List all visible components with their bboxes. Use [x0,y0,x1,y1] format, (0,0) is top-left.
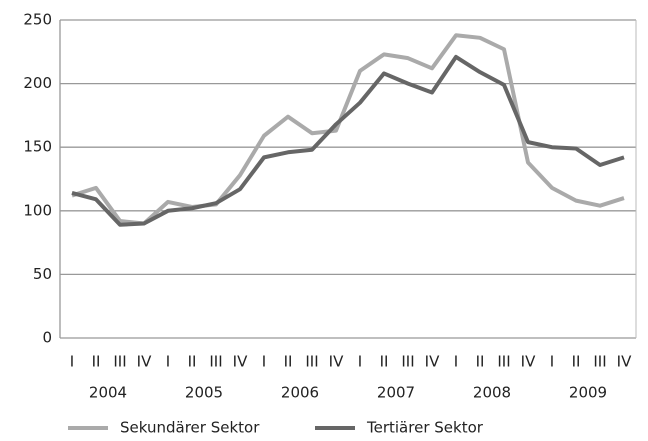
y-tick-label: 0 [42,329,52,347]
x-tick-label: IV [617,353,632,371]
x-tick-label: III [209,353,222,371]
year-label: 2007 [377,384,415,402]
x-tick-label: IV [233,353,248,371]
x-tick-label: I [166,353,170,371]
x-tick-label: III [593,353,606,371]
x-tick-label: II [572,353,581,371]
x-tick-label: II [92,353,101,371]
year-label: 2005 [185,384,223,402]
x-tick-label: IV [329,353,344,371]
y-tick-label: 100 [23,201,52,219]
legend-label: Tertiärer Sektor [366,419,484,437]
x-tick-label: II [380,353,389,371]
x-tick-label: I [358,353,362,371]
x-tick-label: IV [425,353,440,371]
y-tick-label: 250 [23,11,52,29]
x-tick-label: III [401,353,414,371]
year-label: 2009 [569,384,607,402]
series-line [71,54,625,227]
x-tick-label: II [188,353,197,371]
x-tick-label: IV [137,353,152,371]
x-tick-label: III [113,353,126,371]
legend-label: Sekundärer Sektor [120,419,260,437]
x-tick-label: III [497,353,510,371]
year-label: 2008 [473,384,511,402]
x-tick-label: II [476,353,485,371]
y-tick-label: 150 [23,138,52,156]
x-tick-label: I [262,353,266,371]
series-line [71,33,625,226]
x-tick-label: II [284,353,293,371]
x-tick-label: I [550,353,554,371]
y-tick-label: 50 [33,265,52,283]
year-label: 2006 [281,384,319,402]
x-tick-label: IV [521,353,536,371]
y-tick-label: 200 [23,74,52,92]
x-tick-label: I [70,353,74,371]
x-tick-label: I [454,353,458,371]
x-tick-label: III [305,353,318,371]
year-label: 2004 [89,384,127,402]
